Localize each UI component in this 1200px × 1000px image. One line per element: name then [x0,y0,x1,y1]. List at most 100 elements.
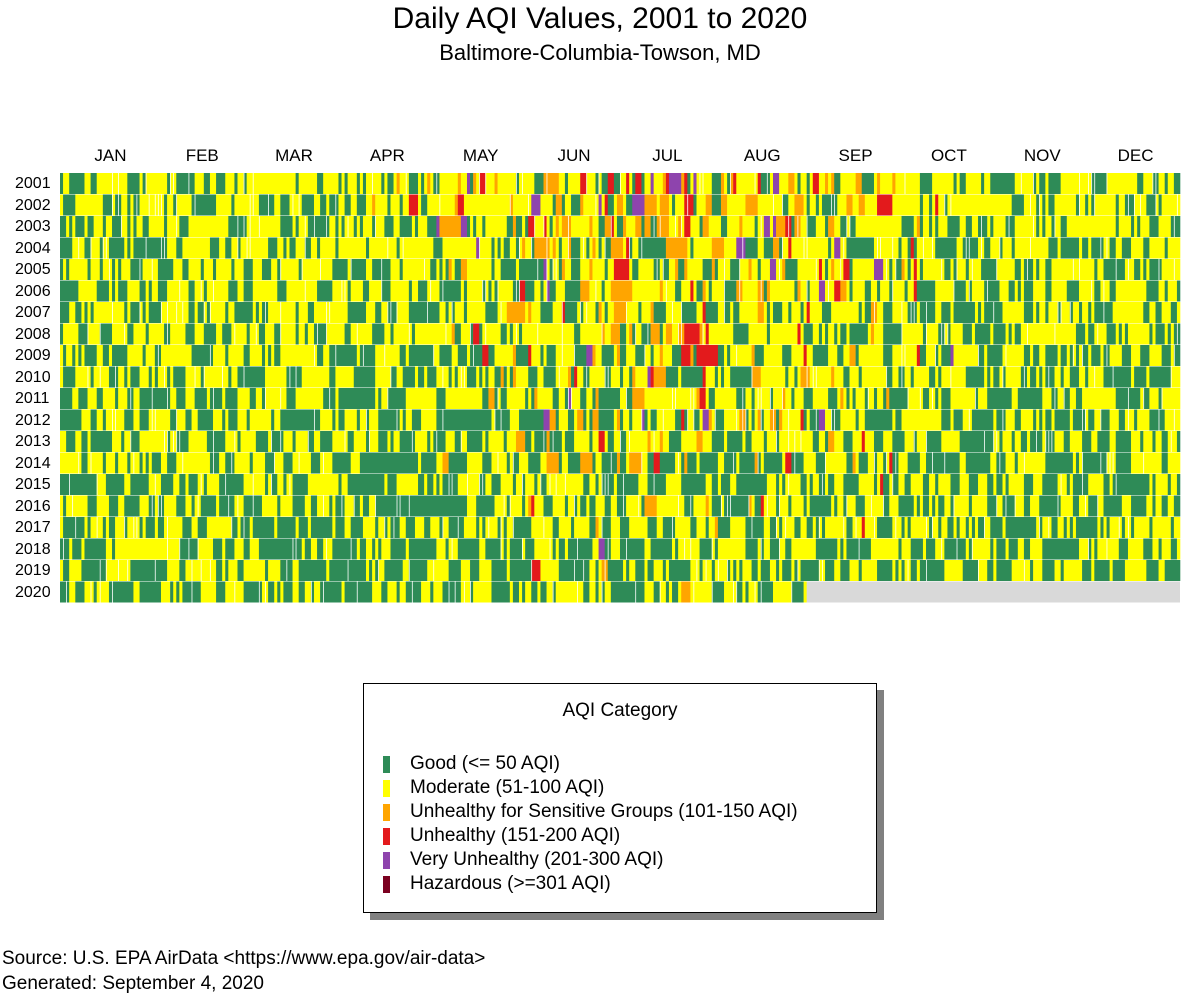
heatmap-cell [760,409,765,431]
heatmap-cell [1066,345,1071,366]
heatmap-cell [1060,366,1065,388]
heatmap-gap [678,495,679,517]
heatmap-cell [806,302,811,323]
heatmap-gap [1115,474,1117,495]
heatmap-cell [1002,517,1006,538]
heatmap-cell [806,409,811,431]
heatmap-cell [289,237,296,259]
heatmap-cell [907,259,912,280]
heatmap-cell [338,216,342,237]
heatmap-cell [470,173,474,194]
heatmap-cell [779,538,786,560]
heatmap-cell [326,194,330,216]
heatmap-cell [445,431,456,452]
heatmap-cell [626,173,630,194]
heatmap-cell [258,538,303,560]
heatmap-cell [773,173,780,194]
heatmap-cell [583,581,590,603]
heatmap-cell [1088,302,1092,323]
heatmap-cell [803,581,807,603]
heatmap-cell [990,173,1016,194]
heatmap-gap [231,452,233,474]
heatmap-gap [369,431,370,452]
heatmap-cell [237,280,244,302]
heatmap-cell [170,323,186,345]
heatmap-cell [678,538,700,560]
heatmap-cell [834,259,844,280]
heatmap-cell [564,431,575,452]
heatmap-cell [537,366,544,388]
heatmap-cell [366,538,373,560]
heatmap-cell [1042,194,1046,216]
heatmap-cell [843,431,853,452]
heatmap-cell [1005,538,1009,560]
heatmap-cell [506,302,526,323]
heatmap-cell [604,194,609,216]
heatmap-cell [675,280,682,302]
heatmap-row-2010 [60,366,1181,388]
heatmap-cell [870,280,878,302]
heatmap-gap [130,431,132,452]
heatmap-gap [574,560,575,581]
heatmap-cell [727,431,743,452]
heatmap-gap [782,194,783,216]
heatmap-cell [87,259,91,280]
heatmap-gap [347,560,349,581]
heatmap-cell [987,474,994,495]
heatmap-cell [962,409,973,431]
heatmap-cell [825,517,847,538]
heatmap-cell [1106,173,1138,194]
heatmap-cell [433,431,446,452]
heatmap-cell [1014,452,1019,474]
heatmap-cell [987,366,991,388]
heatmap-gap [653,431,655,452]
heatmap-cell [947,517,954,538]
heatmap-gap [99,366,101,388]
heatmap-cell [711,259,716,280]
heatmap-cell [1063,560,1083,581]
heatmap-cell [1066,216,1117,237]
heatmap-cell [277,237,284,259]
heatmap-cell [390,259,400,280]
heatmap-cell [910,517,930,538]
heatmap-cell [173,259,183,280]
heatmap-gap [534,216,536,237]
heatmap-cell [984,237,991,259]
heatmap-gap [1005,345,1007,366]
heatmap-gap [63,538,64,560]
heatmap-cell [626,560,630,581]
heatmap-cell [188,431,208,452]
heatmap-cell [736,474,768,495]
heatmap-cell [1085,323,1089,345]
heatmap-gap [350,538,352,560]
heatmap-gap [981,216,982,237]
heatmap-cell [638,474,648,495]
heatmap-cell [341,474,348,495]
heatmap-cell [567,388,572,409]
heatmap-cell [1011,194,1025,216]
heatmap-cell [127,216,131,237]
heatmap-cell [338,194,345,216]
heatmap-cell [1127,538,1144,560]
heatmap-cell [176,431,189,452]
heatmap-cell [160,474,174,495]
heatmap-cell [362,216,373,237]
heatmap-cell [271,409,275,431]
heatmap-cell [846,495,856,517]
heatmap-cell [332,517,336,538]
heatmap-cell [476,173,480,194]
heatmap-cell [598,560,602,581]
heatmap-gap [384,517,386,538]
heatmap-cell [760,366,786,388]
heatmap-cell [375,388,379,409]
heatmap-cell [387,388,407,409]
heatmap-cell [390,323,394,345]
heatmap-cell [564,259,572,280]
heatmap-cell [295,302,299,323]
heatmap-cell [665,302,682,323]
heatmap-cell [730,474,737,495]
heatmap-cell [705,323,710,345]
heatmap-gap [176,409,178,431]
heatmap-cell [904,259,908,280]
heatmap-gap [203,302,205,323]
